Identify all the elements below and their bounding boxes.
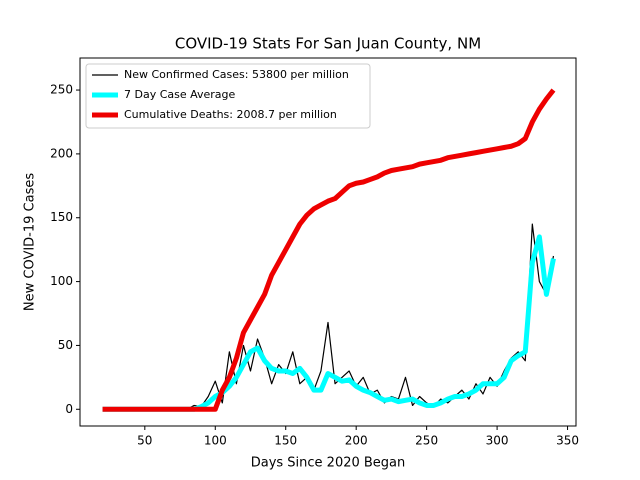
- y-tick-label: 100: [50, 274, 73, 288]
- x-tick-label: 300: [486, 434, 509, 448]
- y-tick-label: 150: [50, 210, 73, 224]
- y-tick-label: 200: [50, 146, 73, 160]
- series-line: [102, 88, 556, 412]
- legend-label: 7 Day Case Average: [124, 88, 236, 101]
- plot-frame: [79, 57, 577, 427]
- legend-box: [85, 63, 371, 129]
- x-tick-label: 350: [556, 434, 579, 448]
- x-tick-label: 150: [274, 434, 297, 448]
- y-tick-label: 0: [65, 402, 73, 416]
- x-tick-label: 100: [204, 434, 227, 448]
- x-tick-label: 250: [415, 434, 438, 448]
- y-axis-label: New COVID-19 Cases: [23, 173, 38, 311]
- legend-label: Cumulative Deaths: 2008.7 per million: [124, 108, 337, 121]
- x-tick-label: 50: [137, 434, 152, 448]
- y-tick-label: 50: [58, 338, 73, 352]
- x-axis-label: Days Since 2020 Began: [251, 456, 406, 471]
- legend-label: New Confirmed Cases: 53800 per million: [124, 68, 349, 81]
- y-tick-label: 250: [50, 83, 73, 97]
- x-tick-label: 200: [345, 434, 368, 448]
- chart-title: COVID-19 Stats For San Juan County, NM: [175, 35, 481, 53]
